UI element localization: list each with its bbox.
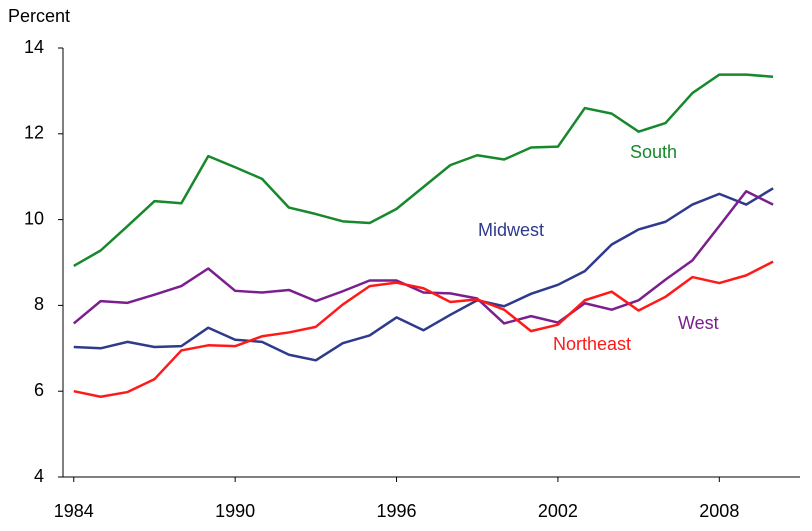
x-tick-label: 1990 bbox=[215, 501, 255, 521]
series-line bbox=[73, 187, 774, 362]
series-line bbox=[73, 73, 774, 268]
x-tick-label: 2002 bbox=[538, 501, 578, 521]
series-label: West bbox=[678, 313, 719, 333]
y-tick-label: 12 bbox=[24, 123, 44, 143]
series-line bbox=[72, 190, 774, 325]
y-tick-label: 14 bbox=[24, 37, 44, 57]
y-tick-label: 10 bbox=[24, 208, 44, 228]
x-tick-label: 1984 bbox=[54, 501, 94, 521]
y-tick-label: 8 bbox=[34, 294, 44, 314]
y-tick-label: 6 bbox=[34, 380, 44, 400]
x-tick-label: 1996 bbox=[377, 501, 417, 521]
series-line bbox=[73, 260, 774, 399]
y-axis-label: Percent bbox=[8, 6, 70, 26]
y-tick-label: 4 bbox=[34, 466, 44, 486]
series-label: Northeast bbox=[553, 334, 631, 354]
series-label: Midwest bbox=[478, 220, 544, 240]
x-tick-label: 2008 bbox=[699, 501, 739, 521]
series-label: South bbox=[630, 142, 677, 162]
